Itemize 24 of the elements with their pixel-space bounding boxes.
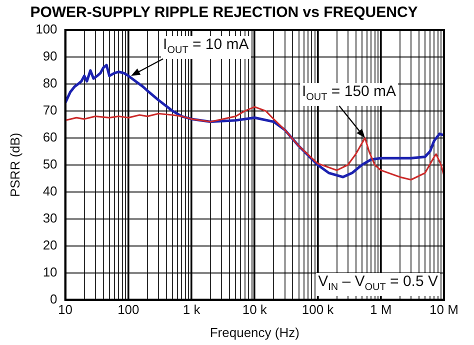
y-tick-label: 60 [42,130,58,144]
annotation: V$_{IN}$ – V$_{OUT}$ = 0.5 V [316,272,440,296]
y-tick-label: 40 [42,183,58,198]
x-tick-label: 1 k [182,302,201,318]
y-tick-label: 20 [42,237,58,252]
x-tick-label: 100 [118,302,140,318]
x-tick-label: 10 [58,302,73,318]
y-tick-label: 70 [42,102,58,118]
y-tick-label: 90 [42,48,58,64]
x-tick-label: 1 M [370,302,392,318]
chart-title: POWER-SUPPLY RIPPLE REJECTION vs FREQUENCY [30,4,418,22]
y-tick-label: 80 [42,76,58,91]
x-tick-label: 10 k [242,302,268,318]
annotation: I$_{OUT}$ = 150 mA [300,82,398,106]
y-tick-label: 50 [42,156,58,172]
y-tick-label: 30 [42,210,58,226]
x-tick-label: 10 M [430,302,458,318]
x-tick-label: 100 k [302,302,334,318]
x-axis-title: Frequency (Hz) [210,324,300,340]
y-tick-label: 10 [42,264,58,280]
annotation: I$_{OUT}$ = 10 mA [161,36,251,59]
y-axis-title: PSRR (dB) [7,132,22,198]
y-tick-label: 100 [36,22,58,37]
y-tick-label: 0 [50,291,58,306]
